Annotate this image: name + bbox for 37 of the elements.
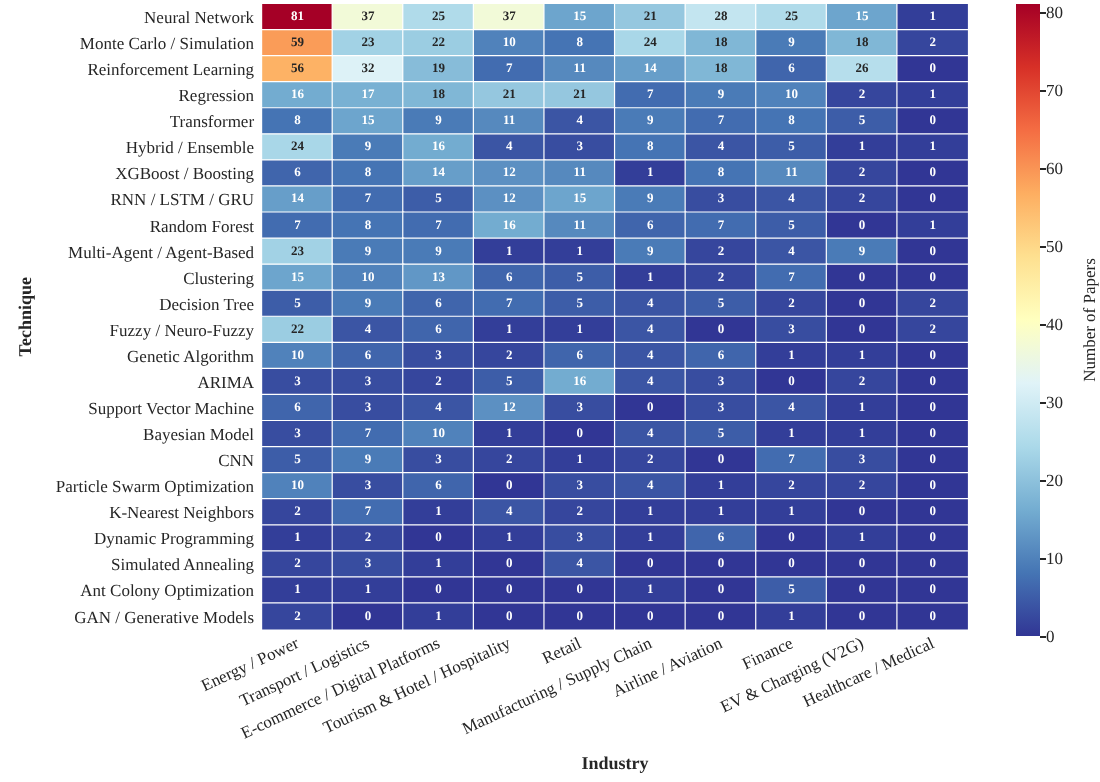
y-tick-label: Decision Tree: [159, 293, 255, 314]
color-bar-label: 70: [1046, 79, 1063, 100]
y-tick-label: Clustering: [183, 267, 256, 288]
color-bar-label: 30: [1046, 391, 1063, 412]
y-tick-label: Transformer: [169, 111, 255, 132]
y-tick-label: Dynamic Programming: [94, 528, 256, 549]
y-tick-label: K-Nearest Neighbors: [109, 502, 255, 523]
color-bar-label: 40: [1046, 313, 1063, 334]
color-bar-label: 0: [1046, 626, 1055, 646]
y-tick-label: Monte Carlo / Simulation: [79, 33, 256, 54]
color-bar-title: Number of Papers: [1079, 258, 1099, 382]
color-bar-label: 50: [1046, 235, 1063, 256]
y-tick-label: CNN: [218, 450, 255, 471]
y-tick-label: XGBoost / Boosting: [115, 163, 256, 184]
y-tick-label: Genetic Algorithm: [127, 345, 255, 366]
color-bar-label: 60: [1046, 157, 1063, 178]
color-bar-label: 80: [1046, 1, 1063, 22]
y-tick-label: Regression: [178, 85, 256, 106]
x-tick-label: Retail: [538, 631, 586, 668]
y-axis-title: Technique: [15, 277, 35, 357]
x-axis-title: Industry: [581, 753, 650, 773]
y-tick-label: Hybrid / Ensemble: [125, 137, 255, 158]
y-tick-label: Bayesian Model: [143, 424, 256, 445]
y-tick-label: Simulated Annealing: [111, 554, 256, 575]
y-tick-label: Neural Network: [144, 7, 256, 28]
y-tick-label: Multi-Agent / Agent-Based: [68, 241, 256, 262]
y-tick-label: Random Forest: [149, 215, 256, 236]
y-tick-label: Reinforcement Learning: [87, 59, 256, 80]
y-tick-label: Particle Swarm Optimization: [55, 476, 256, 497]
y-tick-label: Fuzzy / Neuro-Fuzzy: [109, 319, 256, 340]
y-tick-label: Support Vector Machine: [88, 397, 255, 418]
color-bar-label: 20: [1046, 469, 1063, 490]
color-bar-label: 10: [1046, 547, 1063, 568]
y-tick-label: ARIMA: [197, 371, 256, 392]
y-tick-label: RNN / LSTM / GRU: [110, 189, 255, 210]
y-tick-label: Ant Colony Optimization: [80, 580, 256, 601]
y-tick-label: GAN / Generative Models: [74, 606, 255, 627]
